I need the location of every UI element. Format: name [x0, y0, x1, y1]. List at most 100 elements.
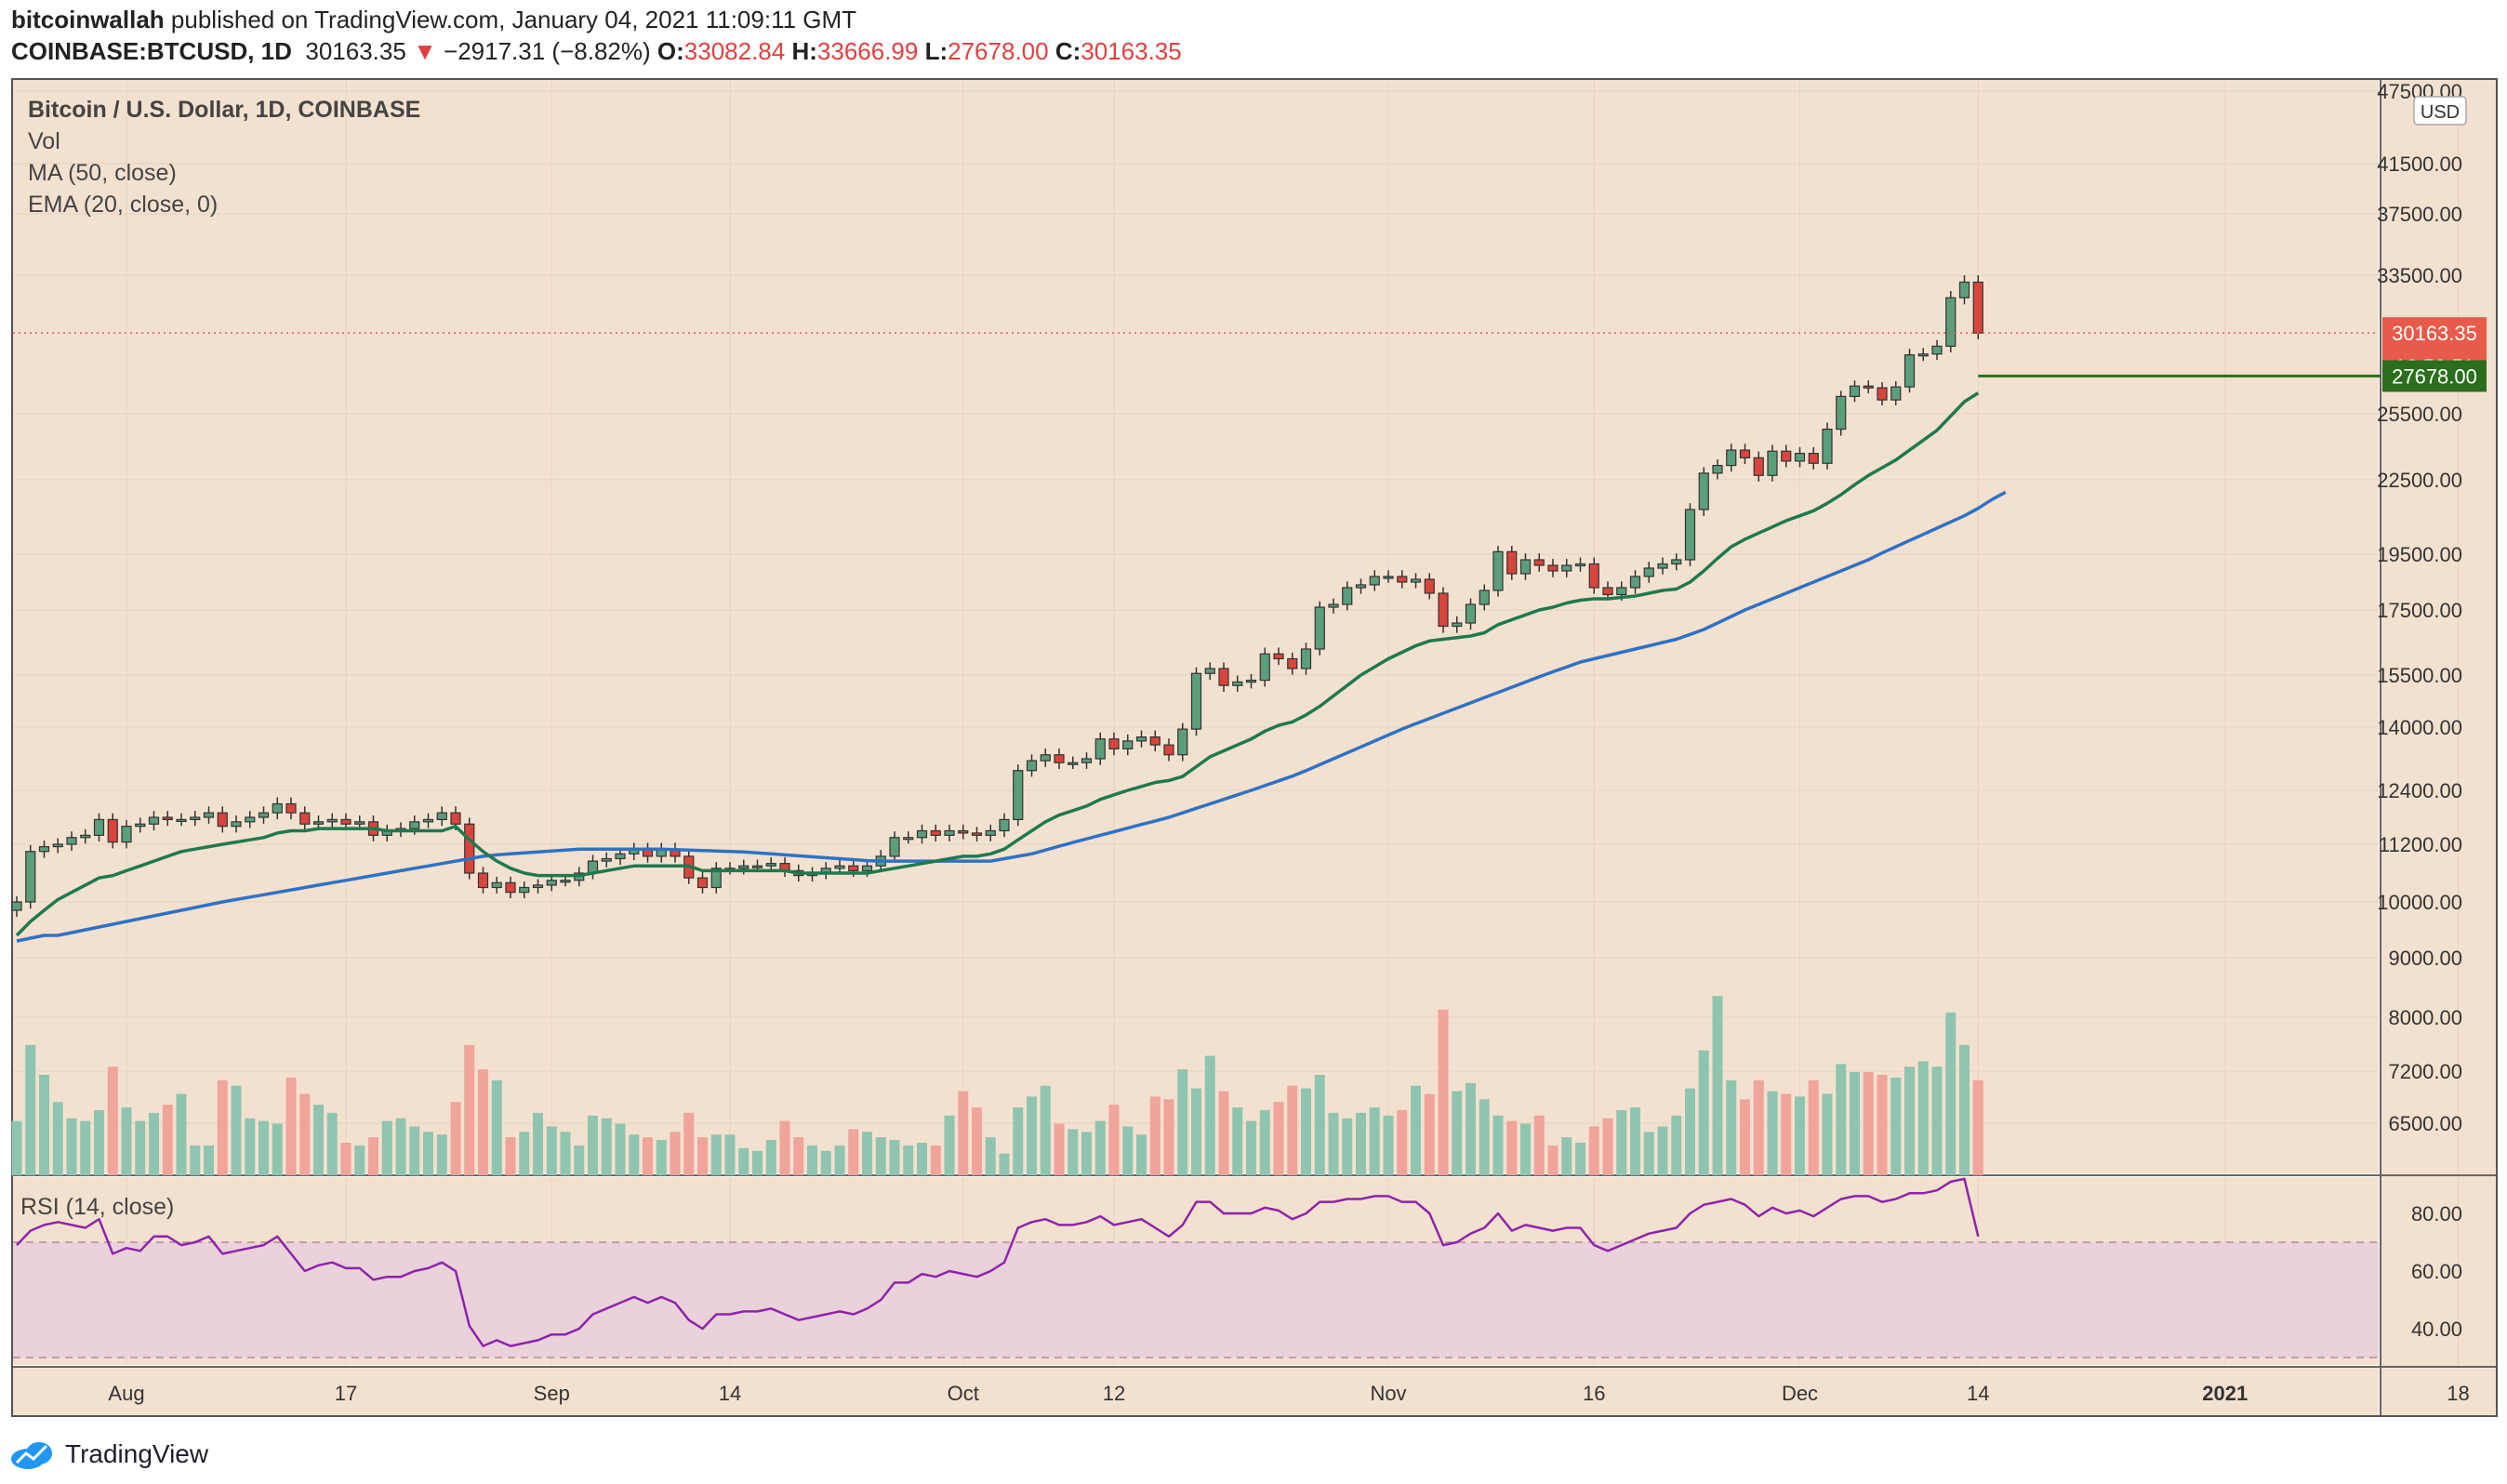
time-axis-label: 18 [2447, 1382, 2469, 1405]
volume-bar [930, 1145, 941, 1175]
volume-bar [917, 1142, 927, 1175]
last-price-tag-label: 30163.35 [2392, 322, 2477, 345]
candle [272, 797, 283, 820]
volume-bar [779, 1120, 790, 1175]
candle-body [1081, 758, 1093, 763]
candle [985, 824, 996, 841]
volume-bar [1917, 1061, 1929, 1175]
volume-bar [807, 1145, 817, 1175]
candle-body [38, 845, 50, 853]
volume-bar [574, 1145, 585, 1175]
volume-bar [1931, 1067, 1943, 1175]
candle [601, 852, 612, 868]
legend-ma[interactable]: MA (50, close) [28, 160, 177, 186]
open-value: 33082.84 [683, 37, 786, 65]
candle [326, 813, 338, 828]
candle-body [738, 865, 749, 869]
candle-body [1972, 281, 1983, 334]
volume-bar [656, 1140, 667, 1175]
time-axis-label: Sep [534, 1382, 570, 1405]
candle-body [848, 865, 859, 872]
volume-bar [1492, 1115, 1504, 1175]
candle-body [861, 865, 873, 872]
volume-bar [1314, 1074, 1325, 1175]
volume-bar [1177, 1069, 1188, 1175]
volume-bar [450, 1102, 461, 1175]
volume-bar [1575, 1142, 1585, 1175]
candle [944, 824, 955, 841]
candle-body [107, 818, 118, 843]
candle-body [751, 865, 763, 868]
price-axis-labels: 6500.00 7200.00 8000.00 9000.00 10000.00 1120… [2377, 80, 2462, 1135]
time-axis-label: 2021 [2202, 1382, 2248, 1405]
candle [1081, 752, 1093, 769]
candle-body [1465, 603, 1477, 624]
candle-body [299, 812, 311, 825]
price-axis-label: 17500.00 [2377, 599, 2462, 622]
candle-body [422, 818, 434, 823]
volume-bar [395, 1118, 406, 1175]
time-axis-label: 14 [719, 1382, 741, 1405]
candle-body [245, 816, 256, 823]
time-axis-label: Dec [1782, 1382, 1818, 1405]
legend-volume[interactable]: Vol [28, 128, 60, 154]
candle-body [601, 857, 612, 862]
volume-bar [1657, 1126, 1668, 1175]
candle [1739, 444, 1751, 465]
candle-body [546, 880, 557, 886]
candle-body [203, 812, 215, 818]
candle-body [1190, 672, 1202, 730]
candle-body [66, 837, 77, 845]
legend-ema[interactable]: EMA (20, close, 0) [28, 192, 219, 218]
volume-bar [724, 1134, 736, 1175]
candle [245, 811, 256, 828]
candle-body [1369, 576, 1380, 586]
candle [971, 827, 983, 841]
volume-bar [1232, 1107, 1243, 1175]
publish-line: bitcoinwallah published on TradingView.c… [11, 6, 856, 34]
candle-body [326, 818, 338, 823]
candle [1506, 546, 1518, 580]
volume-bar [176, 1093, 187, 1175]
candle [1890, 381, 1902, 405]
candle-body [1383, 576, 1394, 579]
legend-rsi[interactable]: RSI (14, close) [20, 1194, 175, 1220]
candle-body [1712, 465, 1723, 474]
candle-body [285, 802, 297, 814]
candle [1849, 380, 1861, 403]
candle [1671, 553, 1682, 571]
candle [66, 831, 77, 851]
ohlc-line: COINBASE:BTCUSD, 1D 30163.35 ▼ −2917.31 … [11, 37, 1182, 66]
publisher-name[interactable]: bitcoinwallah [11, 6, 165, 33]
candle [1438, 587, 1449, 633]
candle-body [1108, 738, 1120, 749]
volume-bar [1040, 1085, 1051, 1175]
candle [299, 806, 311, 831]
candle-body [1684, 509, 1696, 561]
volume-bar [1740, 1099, 1750, 1175]
price-axis-label: 9000.00 [2388, 947, 2462, 970]
legend-title[interactable]: Bitcoin / U.S. Dollar, 1D, COINBASE [28, 97, 421, 123]
candle-body [491, 881, 502, 889]
tradingview-footer[interactable]: TradingView [9, 1434, 208, 1475]
volume-bar [381, 1120, 392, 1175]
candle [11, 895, 22, 918]
candle-body [1068, 762, 1079, 765]
volume-bar [190, 1145, 201, 1175]
candle [464, 817, 475, 880]
candle [1328, 598, 1339, 614]
candle [52, 838, 63, 854]
candle-body [696, 877, 709, 889]
volume-bar [1890, 1077, 1902, 1175]
volume-bar [683, 1112, 695, 1175]
candle-body [1726, 449, 1737, 467]
volume-bar [765, 1140, 776, 1175]
candle [80, 828, 91, 844]
price-axis-label: 15500.00 [2377, 664, 2462, 687]
volume-bar [958, 1091, 969, 1175]
candle [1629, 570, 1641, 594]
volume-bar [752, 1150, 763, 1175]
ema20-line [15, 391, 1980, 937]
candle [1822, 422, 1833, 470]
